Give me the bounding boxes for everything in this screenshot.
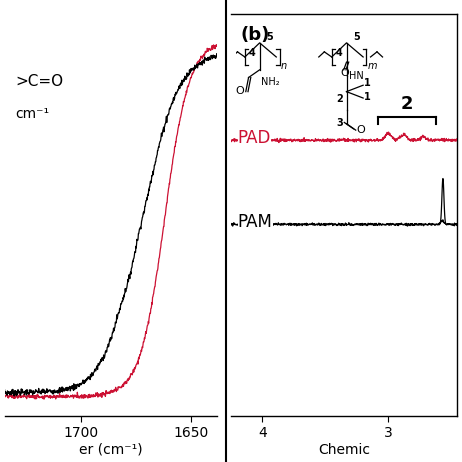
Text: n: n — [280, 61, 286, 71]
Text: 4: 4 — [249, 48, 255, 58]
Text: 5: 5 — [353, 32, 360, 43]
X-axis label: Chemic: Chemic — [318, 443, 370, 457]
Text: 2: 2 — [401, 95, 413, 113]
Text: PAM: PAM — [238, 213, 273, 231]
Text: 4: 4 — [336, 48, 342, 58]
Text: (b): (b) — [240, 26, 269, 44]
Text: 5: 5 — [266, 32, 273, 43]
Text: cm⁻¹: cm⁻¹ — [15, 107, 49, 122]
Text: HN: HN — [349, 71, 364, 81]
Text: 3: 3 — [336, 118, 343, 128]
Text: O: O — [357, 125, 365, 135]
Text: O: O — [340, 68, 349, 78]
Text: NH₂: NH₂ — [261, 77, 280, 87]
Text: m: m — [367, 61, 377, 71]
Text: 1: 1 — [364, 78, 371, 88]
Text: 1: 1 — [364, 92, 371, 102]
Text: 2: 2 — [336, 94, 343, 104]
Text: >C=O: >C=O — [15, 74, 63, 89]
Text: PAD: PAD — [238, 129, 271, 147]
Text: O: O — [236, 86, 244, 96]
X-axis label: er (cm⁻¹): er (cm⁻¹) — [79, 443, 143, 457]
